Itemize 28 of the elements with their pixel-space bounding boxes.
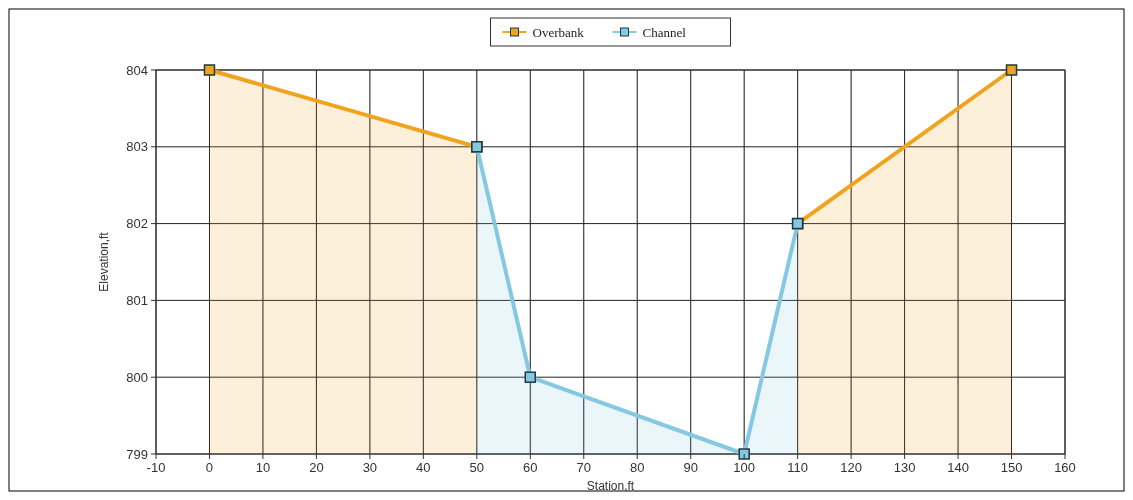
x-tick-label: 140 bbox=[947, 460, 969, 475]
y-tick-label: 803 bbox=[126, 139, 148, 155]
y-tick-label: 800 bbox=[126, 369, 148, 385]
y-axis-title: Elevation,ft bbox=[97, 231, 111, 292]
x-tick-label: 20 bbox=[309, 460, 324, 475]
x-tick-label: 30 bbox=[362, 460, 378, 475]
legend-label: Overbank bbox=[532, 24, 585, 40]
x-tick-label: 80 bbox=[630, 460, 645, 475]
x-tick-label: 10 bbox=[255, 460, 271, 475]
x-tick-label: 100 bbox=[733, 460, 756, 475]
y-tick-label: 801 bbox=[126, 292, 148, 308]
x-tick-label: 70 bbox=[576, 460, 591, 475]
y-tick-label: 799 bbox=[126, 446, 148, 462]
x-tick-label: 60 bbox=[523, 460, 538, 475]
x-tick-label: 0 bbox=[205, 460, 214, 475]
x-tick-label: 150 bbox=[1000, 460, 1023, 475]
x-axis-title: Station,ft bbox=[586, 479, 635, 493]
x-tick-label: 160 bbox=[1054, 460, 1076, 475]
legend-label: Channel bbox=[642, 24, 687, 40]
x-tick-label: 110 bbox=[787, 460, 809, 475]
x-tick-label: 40 bbox=[416, 460, 431, 475]
y-tick-label: 802 bbox=[126, 216, 148, 232]
x-tick-label: 90 bbox=[683, 460, 698, 475]
y-tick-label: 804 bbox=[126, 62, 148, 78]
x-tick-label: 50 bbox=[469, 460, 485, 475]
x-tick-label: -10 bbox=[146, 460, 166, 475]
x-tick-label: 120 bbox=[840, 460, 862, 475]
x-tick-label: 130 bbox=[893, 460, 916, 475]
